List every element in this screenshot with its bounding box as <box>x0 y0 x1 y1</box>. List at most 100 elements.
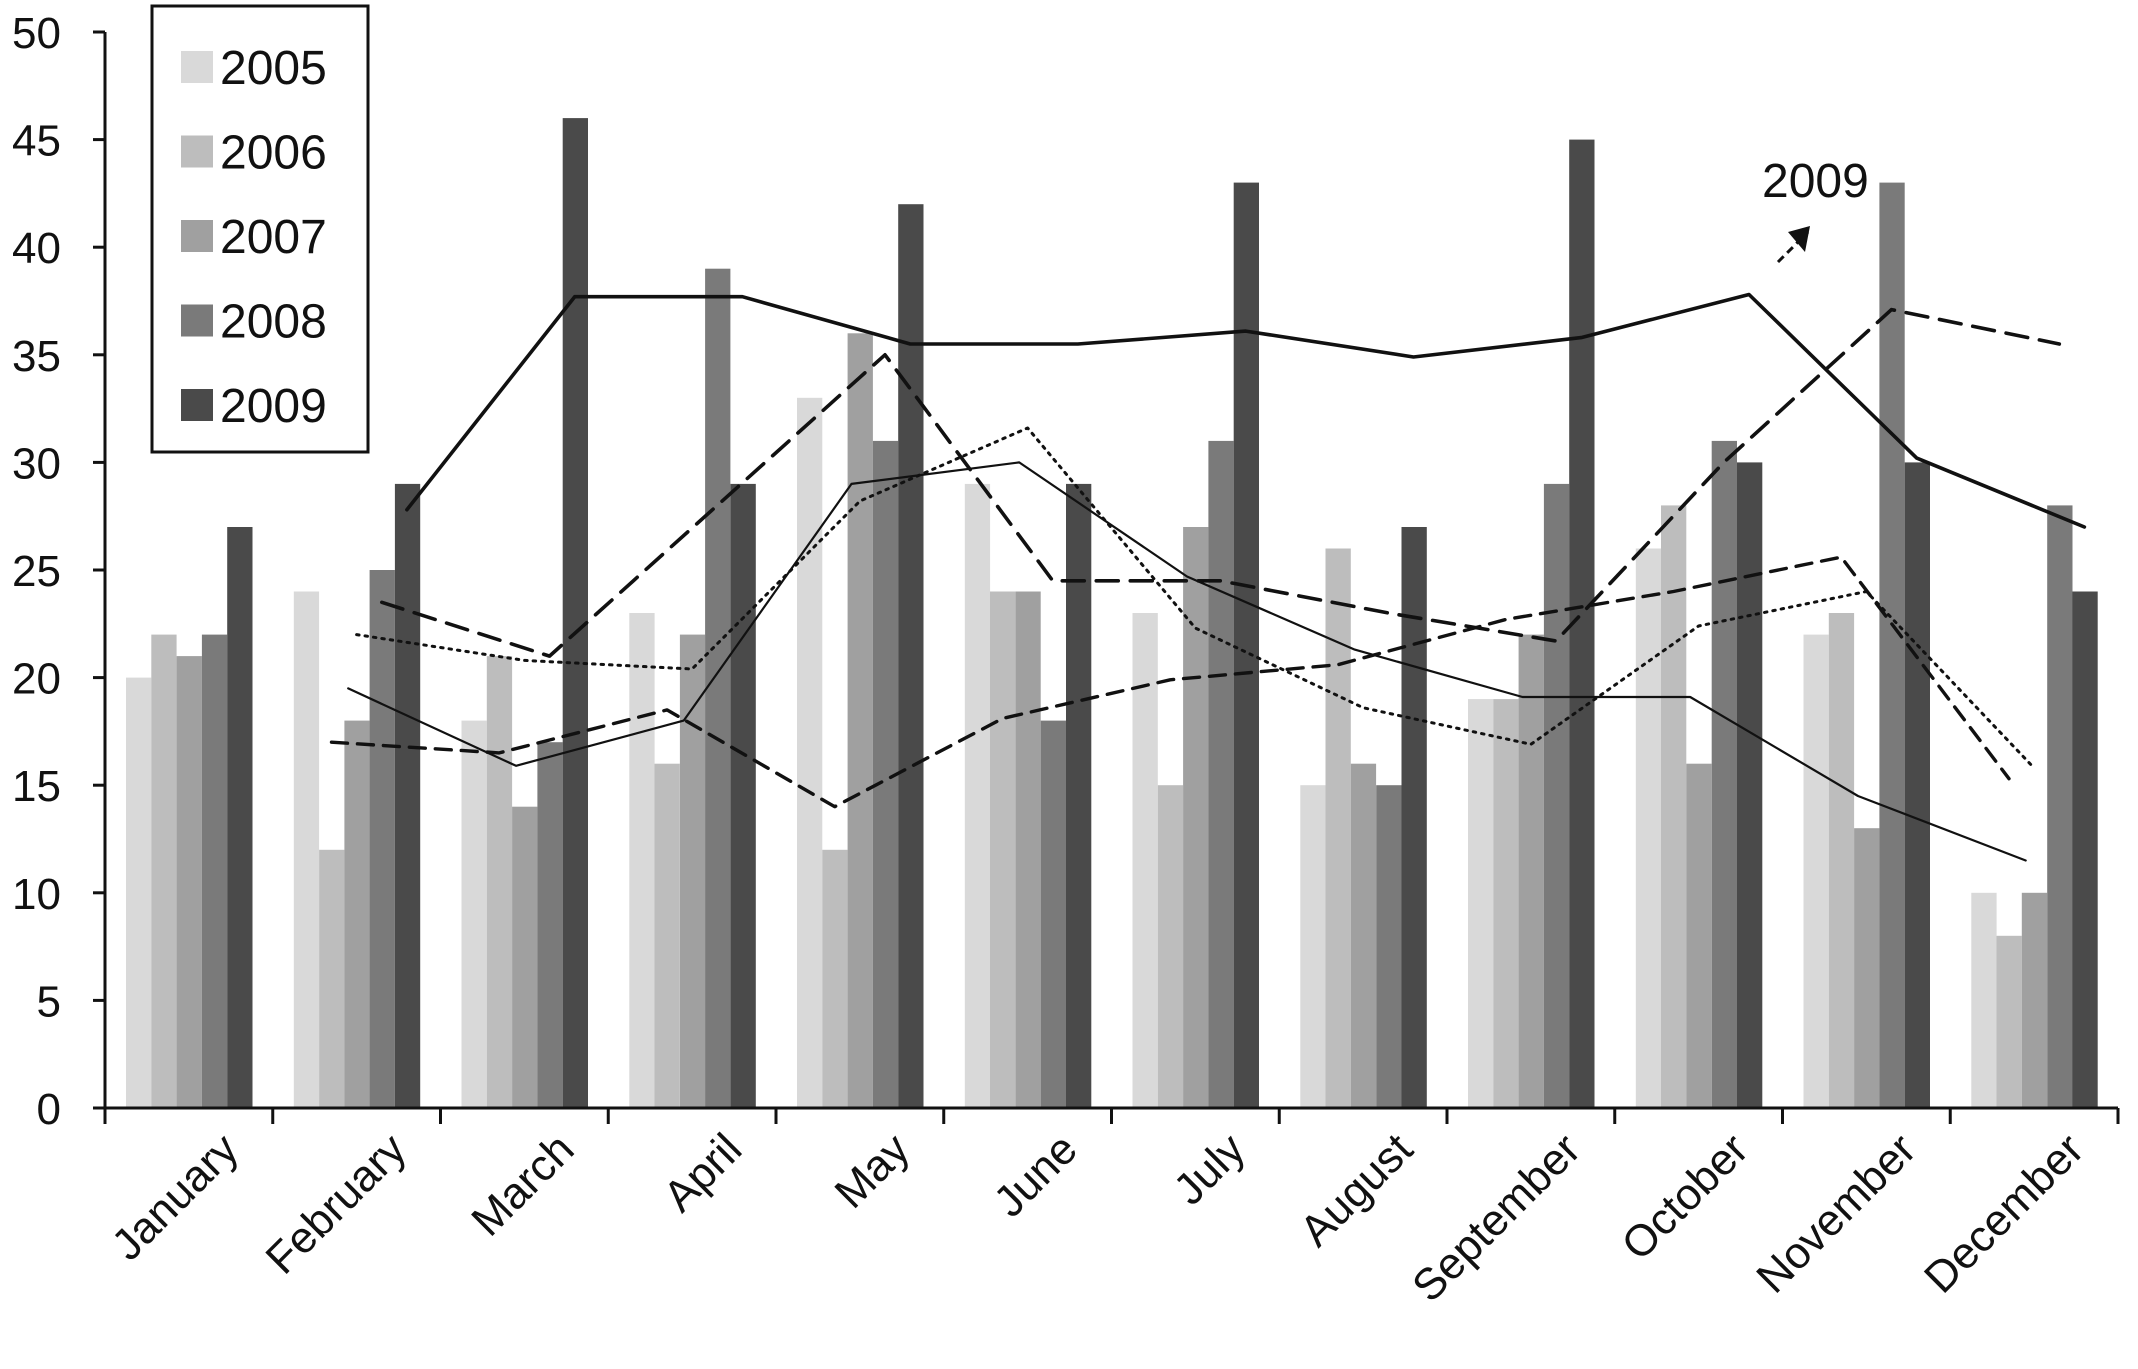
bar-2006-february <box>319 849 345 1108</box>
bar-2009-december <box>2072 591 2098 1108</box>
bar-2005-may <box>797 397 823 1108</box>
x-tick-label-january: January <box>103 1124 248 1269</box>
bar-2008-april <box>705 268 731 1108</box>
bar-2008-november <box>1879 182 1905 1109</box>
bar-2006-november <box>1828 613 1855 1108</box>
x-tick-label-april: April <box>654 1124 751 1221</box>
legend-swatch-2009 <box>181 389 213 421</box>
bar-2006-may <box>822 849 848 1108</box>
bar-2007-june <box>1015 591 1041 1108</box>
bar-2007-september <box>1518 634 1544 1108</box>
annotation: 2009 <box>1762 155 1869 264</box>
legend-swatch-2005 <box>181 51 213 83</box>
bar-2006-october <box>1661 505 1687 1108</box>
y-tick-label: 5 <box>37 977 61 1026</box>
bar-2006-august <box>1325 548 1351 1108</box>
bar-2005-march <box>461 720 487 1108</box>
bar-2006-march <box>486 656 513 1108</box>
bar-2007-august <box>1350 763 1377 1108</box>
bar-2005-july <box>1132 613 1158 1108</box>
x-tick-label-march: March <box>462 1124 583 1245</box>
annotation-arrowhead-icon <box>1788 226 1810 252</box>
bar-2007-january <box>176 656 202 1108</box>
bars-layer <box>126 118 2098 1109</box>
bar-2006-july <box>1157 785 1184 1108</box>
bar-2005-november <box>1803 634 1829 1108</box>
bar-2009-november <box>1904 462 1930 1108</box>
bar-2009-february <box>394 483 421 1108</box>
bar-2008-january <box>201 634 228 1108</box>
legend-swatch-2006 <box>181 135 213 168</box>
bar-2007-october <box>1686 763 1712 1108</box>
x-tick-label-july: July <box>1164 1124 1254 1214</box>
bar-2009-october <box>1737 462 1763 1108</box>
x-tick-label-november: November <box>1747 1124 1925 1302</box>
bar-2006-april <box>654 763 680 1108</box>
y-tick-label: 45 <box>12 117 61 166</box>
bar-2007-may <box>847 333 873 1108</box>
bar-2009-july <box>1233 182 1259 1109</box>
trend-line-dashed-medium <box>329 555 2011 809</box>
trend-line-dotted <box>355 426 2036 770</box>
y-tick-label: 50 <box>12 9 61 58</box>
y-tick-label: 20 <box>12 655 61 704</box>
x-tick-label-june: June <box>985 1124 1087 1226</box>
x-tick-label-august: August <box>1291 1124 1423 1256</box>
bar-2005-february <box>293 591 320 1108</box>
bar-2006-january <box>151 634 177 1108</box>
bar-2008-september <box>1543 483 1570 1108</box>
bar-2006-september <box>1493 699 1519 1108</box>
y-tick-label: 10 <box>12 870 61 919</box>
x-tick-label-october: October <box>1612 1124 1757 1269</box>
bar-2008-march <box>537 742 563 1108</box>
bar-2008-october <box>1711 440 1737 1108</box>
bar-2005-december <box>1971 892 1997 1108</box>
x-tick-label-december: December <box>1915 1124 2093 1302</box>
y-tick-label: 25 <box>12 547 61 596</box>
trend-line-solid-thin <box>347 461 2027 862</box>
bar-2006-june <box>990 591 1016 1108</box>
bar-2009-august <box>1401 527 1427 1108</box>
bar-2005-april <box>629 613 655 1108</box>
legend-swatch-2008 <box>181 304 213 337</box>
y-tick-label: 15 <box>12 762 61 811</box>
bar-2007-november <box>1854 828 1880 1108</box>
bar-2005-october <box>1635 548 1662 1108</box>
bar-2009-march <box>562 118 588 1109</box>
bar-2009-january <box>227 527 253 1108</box>
bar-2007-july <box>1183 527 1209 1108</box>
annotation-arrow <box>1776 230 1810 264</box>
legend-label-2005: 2005 <box>220 42 327 95</box>
x-tick-label-september: September <box>1403 1124 1590 1311</box>
y-tick-label: 40 <box>12 224 61 273</box>
trend-line-solid-thick <box>405 292 2087 529</box>
bar-2005-august <box>1300 785 1326 1108</box>
x-tick-label-may: May <box>826 1124 919 1217</box>
bar-2009-june <box>1066 483 1092 1108</box>
legend-label-2006: 2006 <box>220 127 327 180</box>
bar-2007-december <box>2021 892 2048 1108</box>
legend-swatch-2007 <box>181 220 213 252</box>
y-tick-label: 35 <box>12 332 61 381</box>
bar-2008-february <box>369 570 395 1108</box>
y-tick-label: 30 <box>12 439 61 488</box>
bar-2005-june <box>964 483 991 1108</box>
bar-2007-march <box>512 806 538 1108</box>
trend-line-dashed-long <box>379 307 2062 658</box>
bar-2009-may <box>898 204 924 1108</box>
bar-2008-july <box>1208 440 1234 1108</box>
trend-lines-layer <box>329 292 2087 862</box>
bar-2009-april <box>730 483 756 1108</box>
legend-label-2008: 2008 <box>220 296 327 349</box>
y-tick-label: 0 <box>37 1085 61 1134</box>
bar-2008-august <box>1376 785 1402 1108</box>
bar-2006-december <box>1996 935 2022 1108</box>
bar-2008-december <box>2047 505 2073 1108</box>
legend: 2005 2006 2007 2008 2009 <box>150 4 370 454</box>
bar-2007-april <box>679 634 706 1108</box>
bar-2005-september <box>1468 699 1494 1108</box>
x-tick-label-february: February <box>257 1124 416 1283</box>
bar-2008-june <box>1040 720 1066 1108</box>
legend-label-2007: 2007 <box>220 211 327 264</box>
